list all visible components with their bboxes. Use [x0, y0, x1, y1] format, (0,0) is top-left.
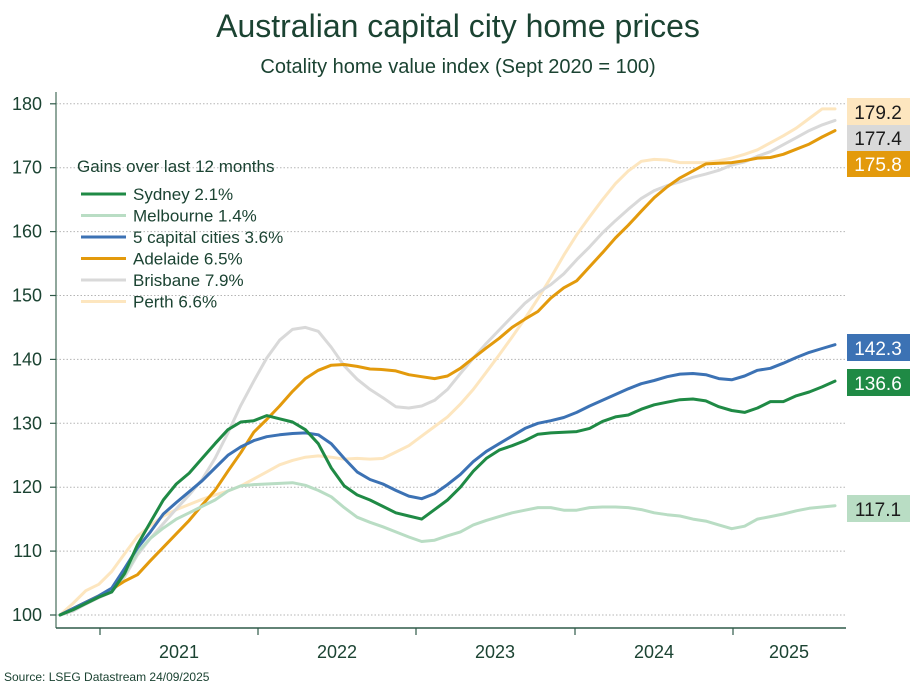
y-tick-label: 120 [12, 477, 42, 497]
legend: Gains over last 12 months Sydney 2.1% Mel… [77, 157, 283, 312]
end-label-box [847, 98, 910, 125]
y-tick-label: 110 [13, 541, 42, 561]
x-tick-label: 2022 [317, 642, 357, 662]
end-label-box [847, 334, 910, 361]
end-label-box [847, 150, 910, 177]
y-tick-label: 140 [12, 349, 42, 369]
source-note: Source: LSEG Datastream 24/09/2025 [4, 670, 210, 684]
x-tick-label: 2025 [769, 642, 809, 662]
end-label-value: 179.2 [854, 103, 902, 124]
legend-item-label: Adelaide 6.5% [133, 250, 243, 269]
end-label-5-capital-cities: 142.3 [847, 334, 910, 361]
x-ticks: 2021 2022 2023 2024 2025 [99, 628, 809, 662]
end-label-adelaide: 175.8 [847, 150, 910, 177]
series-line-brisbane [58, 118, 837, 617]
chart-subtitle: Cotality home value index (Sept 2020 = 1… [260, 56, 656, 78]
legend-title: Gains over last 12 months [77, 157, 274, 176]
y-tick-label: 150 [12, 286, 42, 306]
end-label-perth: 179.2 [847, 98, 910, 125]
series-line-sydney [58, 379, 837, 617]
end-label-value: 177.4 [854, 129, 902, 150]
legend-item-label: Brisbane 7.9% [133, 271, 244, 290]
end-labels: 136.6 117.1 142.3 175.8 177.4 179.2 [847, 98, 910, 522]
series-lines [58, 107, 837, 617]
end-label-box [847, 369, 910, 396]
y-tick-label: 170 [12, 158, 42, 178]
end-label-brisbane: 177.4 [847, 124, 910, 151]
x-tick-label: 2024 [634, 642, 674, 662]
gridlines [56, 103, 846, 616]
series-line-5-capital-cities [58, 343, 837, 617]
x-tick-label: 2021 [159, 642, 199, 662]
end-label-value: 117.1 [855, 500, 901, 521]
y-tick-label: 130 [12, 413, 42, 433]
end-label-sydney: 136.6 [847, 369, 910, 396]
end-label-box [847, 124, 910, 151]
y-ticks: 100 110 120 130 140 150 160 170 180 [12, 94, 56, 625]
legend-item-label: Perth 6.6% [133, 293, 217, 312]
legend-item-label: 5 capital cities 3.6% [133, 228, 283, 247]
end-label-value: 136.6 [854, 374, 902, 395]
end-label-value: 175.8 [854, 155, 902, 176]
end-label-box [847, 495, 910, 522]
legend-item-label: Sydney 2.1% [133, 185, 233, 204]
series-line-adelaide [58, 129, 837, 617]
y-tick-label: 160 [12, 222, 42, 242]
series-line-melbourne [58, 481, 837, 617]
legend-item-label: Melbourne 1.4% [133, 207, 257, 226]
y-tick-label: 100 [12, 605, 42, 625]
chart-title: Australian capital city home prices [216, 8, 700, 44]
y-tick-label: 180 [12, 94, 42, 114]
x-tick-label: 2023 [475, 642, 515, 662]
end-label-melbourne: 117.1 [847, 495, 910, 522]
end-label-value: 142.3 [854, 339, 902, 360]
